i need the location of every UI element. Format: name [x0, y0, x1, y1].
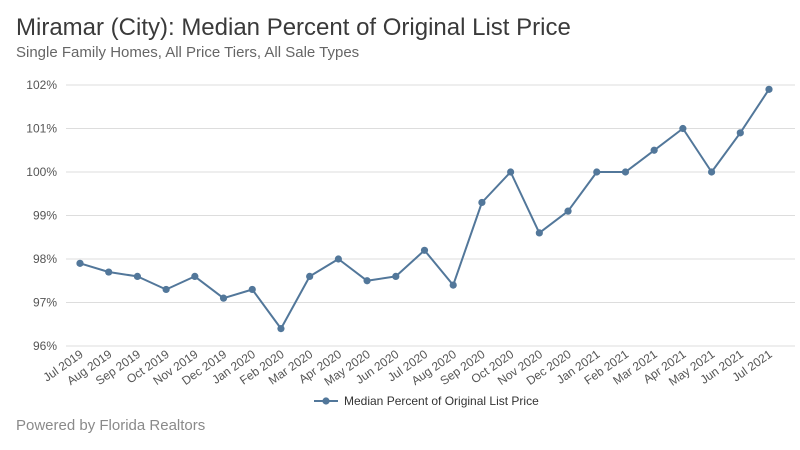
data-point [306, 272, 314, 280]
legend-label: Median Percent of Original List Price [344, 394, 539, 408]
data-point [191, 272, 199, 280]
data-point [650, 146, 658, 154]
data-point [76, 259, 84, 267]
footer-credit: Powered by Florida Realtors [16, 417, 206, 434]
data-point [621, 168, 630, 176]
data-point [219, 294, 228, 302]
chart-subtitle: Single Family Homes, All Price Tiers, Al… [16, 44, 360, 61]
legend: Median Percent of Original List Price [314, 394, 539, 408]
y-tick-label: 98% [33, 252, 57, 266]
y-tick-label: 96% [33, 339, 57, 353]
data-point [105, 268, 113, 276]
data-point [248, 285, 256, 294]
y-tick-label: 101% [26, 122, 57, 136]
y-tick-label: 99% [33, 209, 57, 223]
data-point [420, 246, 429, 254]
data-point [765, 85, 773, 93]
data-point [535, 229, 543, 237]
data-point [133, 272, 142, 280]
data-point [162, 285, 170, 294]
chart-title: Miramar (City): Median Percent of Origin… [16, 14, 571, 41]
data-point [334, 255, 342, 263]
y-tick-label: 100% [26, 165, 57, 179]
legend-point-marker [322, 397, 330, 405]
data-point [449, 281, 457, 289]
series-group [76, 85, 773, 333]
data-point [593, 168, 601, 176]
data-point [507, 168, 515, 176]
y-axis-ticks: 96% 97% 98% 99% 100% 101% 102% [26, 78, 57, 353]
data-point [392, 272, 400, 280]
data-point [478, 198, 486, 207]
data-point [363, 277, 371, 285]
data-point [707, 168, 716, 176]
y-tick-label: 97% [33, 296, 57, 310]
grid-lines [66, 84, 795, 347]
series-line [79, 88, 770, 330]
data-point [564, 207, 572, 215]
data-point [679, 124, 687, 133]
y-tick-label: 102% [26, 78, 57, 92]
data-point [277, 325, 285, 333]
data-point [736, 129, 744, 137]
